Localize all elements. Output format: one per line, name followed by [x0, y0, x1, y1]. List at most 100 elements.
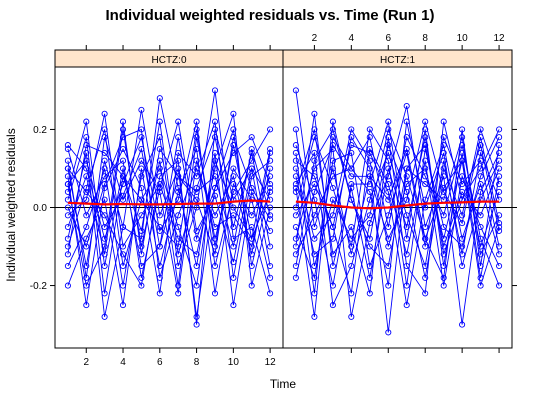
data-point	[193, 145, 200, 153]
plot-area: HCTZ:0 2 4 6 8 10 12 HCTZ:1 2 4 6 8 10 12 -0.2 0.0 0.2	[30, 33, 517, 368]
data-point	[64, 181, 71, 188]
data-point	[496, 212, 503, 219]
data-point	[292, 204, 299, 211]
data-point	[119, 118, 127, 125]
data-point	[385, 329, 392, 336]
data-point	[459, 212, 466, 219]
data-point	[211, 134, 219, 141]
data-point	[156, 223, 163, 231]
data-point	[440, 262, 447, 270]
data-point	[119, 251, 127, 258]
data-point	[292, 142, 299, 149]
data-point	[440, 134, 447, 141]
data-point	[348, 243, 355, 250]
data-point	[138, 212, 145, 219]
series-line	[295, 121, 500, 295]
data-point	[422, 262, 429, 270]
data-point	[64, 251, 71, 258]
data-point	[403, 134, 410, 141]
x-axis-label: Time	[270, 377, 297, 391]
x-tick-label: 2	[312, 33, 318, 44]
x-tick-label: 10	[228, 357, 240, 368]
data-point	[440, 142, 447, 149]
series-line	[295, 113, 500, 278]
data-point	[403, 196, 410, 203]
data-point	[477, 235, 484, 242]
data-point	[83, 262, 90, 270]
data-point	[83, 282, 90, 289]
data-point	[64, 157, 71, 164]
data-point	[138, 196, 145, 203]
series-line	[67, 121, 271, 288]
data-point	[230, 173, 237, 180]
data-point	[385, 196, 392, 203]
data-point	[267, 290, 274, 297]
data-point	[101, 212, 108, 219]
series-line	[67, 129, 271, 325]
panel-strip-label: HCTZ:1	[380, 55, 415, 66]
series-line	[67, 121, 271, 294]
x-tick-label: 6	[157, 357, 163, 368]
data-point	[248, 145, 255, 153]
data-point	[385, 165, 392, 172]
series-line	[295, 151, 500, 307]
data-point	[366, 243, 373, 250]
data-point	[348, 134, 355, 141]
data-point	[422, 274, 429, 281]
series-line	[67, 129, 271, 286]
data-point	[385, 262, 392, 270]
data-point	[193, 118, 200, 125]
data-point	[366, 220, 373, 227]
data-point	[292, 157, 299, 164]
data-point	[348, 149, 355, 156]
data-point	[267, 181, 274, 188]
data-point	[175, 173, 182, 180]
data-point	[348, 165, 355, 172]
data-point	[422, 290, 429, 297]
series-line	[295, 90, 500, 255]
data-point	[156, 145, 163, 153]
data-point	[385, 126, 392, 133]
data-point	[477, 149, 484, 156]
data-point	[267, 126, 274, 133]
data-point	[248, 134, 255, 141]
data-point	[366, 212, 373, 219]
data-point	[248, 184, 255, 192]
data-point	[119, 243, 127, 250]
data-point	[459, 142, 466, 149]
data-point	[193, 157, 200, 164]
data-point	[267, 227, 274, 234]
data-point	[329, 165, 336, 172]
data-point	[422, 243, 429, 250]
data-point	[156, 290, 163, 297]
data-point	[422, 173, 429, 180]
data-point	[175, 290, 182, 297]
data-point	[175, 165, 182, 172]
data-point	[496, 149, 503, 156]
data-point	[496, 134, 503, 141]
data-point	[64, 282, 71, 289]
data-point	[477, 173, 484, 180]
x-tick-label: 8	[194, 357, 200, 368]
data-point	[440, 212, 447, 219]
data-point	[292, 235, 299, 242]
data-point	[156, 181, 163, 188]
y-tick-label: -0.2	[30, 281, 48, 292]
data-point	[422, 235, 429, 242]
data-point	[156, 173, 163, 180]
data-point	[440, 274, 447, 281]
data-point	[403, 173, 410, 180]
data-point	[422, 126, 429, 133]
data-point	[101, 262, 108, 270]
data-point	[477, 134, 484, 141]
data-point	[329, 118, 336, 125]
data-point	[156, 243, 163, 250]
data-point	[83, 302, 90, 309]
data-point	[211, 223, 219, 231]
data-point	[311, 223, 318, 231]
data-point	[230, 274, 237, 281]
data-point	[83, 134, 90, 141]
data-point	[292, 251, 299, 258]
data-point	[267, 188, 274, 195]
data-point	[175, 243, 182, 250]
